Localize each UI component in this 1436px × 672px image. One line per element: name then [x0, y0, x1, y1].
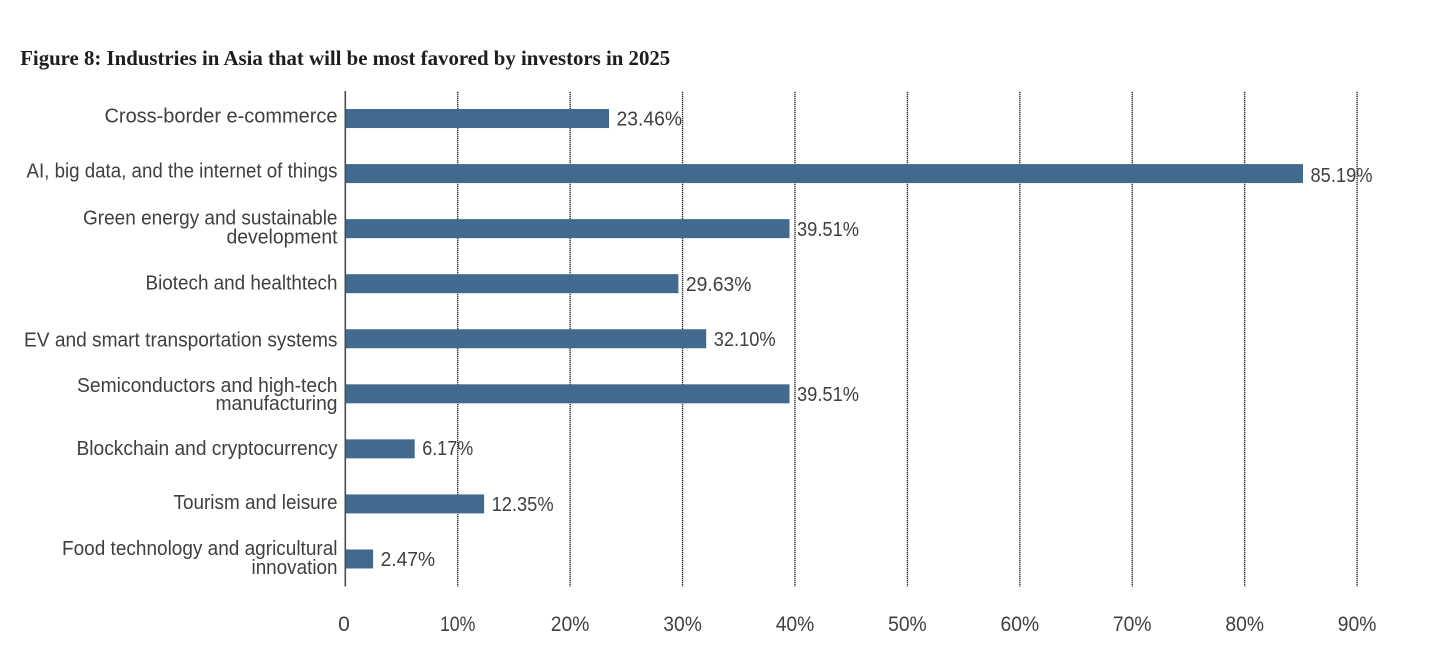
svg-text:20%: 20% — [551, 613, 590, 636]
svg-text:EV and smart transportation sy: EV and smart transportation systems — [24, 329, 338, 351]
svg-text:50%: 50% — [888, 613, 927, 636]
svg-text:40%: 40% — [776, 613, 815, 636]
svg-text:Figure 8: Industries in Asia t: Figure 8: Industries in Asia that will b… — [20, 46, 670, 70]
svg-text:AI, big data, and the internet: AI, big data, and the internet of things — [27, 161, 338, 183]
svg-text:10%: 10% — [440, 613, 476, 636]
svg-text:70%: 70% — [1113, 613, 1152, 636]
svg-text:Cross-border e-commerce: Cross-border e-commerce — [105, 106, 338, 128]
svg-text:Blockchain and cryptocurrency: Blockchain and cryptocurrency — [77, 438, 338, 460]
svg-text:6.17%: 6.17% — [422, 438, 473, 460]
svg-text:Semiconductors and high-tech: Semiconductors and high-tech — [77, 375, 338, 397]
svg-text:39.51%: 39.51% — [797, 219, 859, 241]
svg-text:29.63%: 29.63% — [686, 274, 752, 296]
svg-text:Biotech and healthtech: Biotech and healthtech — [146, 272, 338, 294]
svg-text:Green energy and sustainable: Green energy and sustainable — [83, 208, 338, 230]
svg-text:Tourism and leisure: Tourism and leisure — [174, 492, 338, 514]
svg-text:60%: 60% — [1001, 613, 1040, 636]
svg-text:32.10%: 32.10% — [714, 329, 776, 351]
svg-text:manufacturing: manufacturing — [216, 393, 338, 415]
svg-text:39.51%: 39.51% — [797, 384, 859, 406]
svg-text:80%: 80% — [1225, 613, 1264, 636]
svg-text:innovation: innovation — [252, 557, 338, 579]
svg-text:development: development — [227, 227, 338, 249]
svg-text:0: 0 — [338, 613, 350, 636]
svg-text:30%: 30% — [663, 613, 702, 636]
svg-text:23.46%: 23.46% — [617, 109, 683, 131]
svg-text:12.35%: 12.35% — [492, 494, 554, 516]
svg-text:90%: 90% — [1338, 613, 1377, 636]
svg-text:Food technology and agricultur: Food technology and agricultural — [62, 538, 338, 560]
svg-text:85.19%: 85.19% — [1311, 165, 1373, 187]
svg-text:2.47%: 2.47% — [381, 549, 436, 571]
